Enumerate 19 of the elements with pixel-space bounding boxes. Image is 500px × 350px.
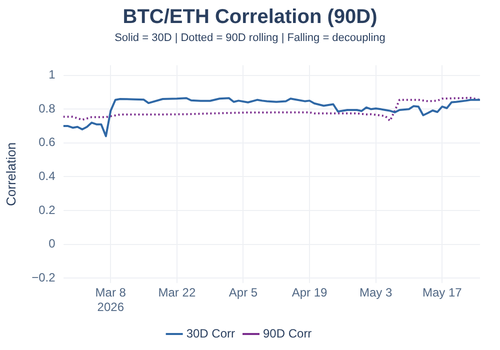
y-tick-label: 0.4	[38, 169, 56, 184]
y-axis-title: Correlation	[3, 142, 18, 206]
x-tick-label: Mar 8 2026	[95, 286, 126, 314]
x-tick-label: Apr 5	[228, 286, 258, 300]
y-tick-label: 0.8	[38, 101, 56, 116]
x-tick-label: May 3	[359, 286, 392, 300]
legend-label: 30D Corr	[186, 326, 236, 340]
y-tick-label: 0.2	[38, 202, 56, 217]
y-tick-label: 0.6	[38, 135, 56, 150]
chart-subtitle: Solid = 30D | Dotted = 90D rolling | Falling = decoupling	[114, 32, 386, 44]
line-series	[63, 96, 480, 122]
y-tick-label: 1	[48, 68, 56, 82]
y-tick-label: 0	[48, 236, 56, 251]
x-tick-label: Mar 22	[158, 286, 196, 300]
y-tick-label: −0.2	[32, 270, 56, 284]
x-tick-label: May 17	[422, 286, 462, 300]
chart-title: BTC/ETH Correlation (90D)	[122, 6, 378, 29]
x-tick-label: Apr 19	[292, 286, 328, 300]
legend-label: 90D Corr	[263, 326, 312, 340]
